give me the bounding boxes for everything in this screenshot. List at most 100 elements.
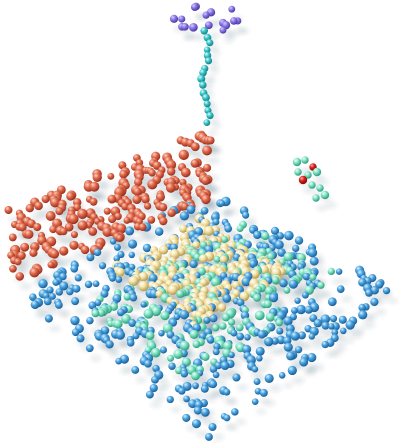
point-cream (138, 280, 149, 292)
point-sky-blue (29, 293, 37, 301)
point-sky-blue (375, 280, 384, 289)
sphere-shadow (63, 292, 76, 300)
point-sky-blue (338, 315, 347, 324)
sphere-shadow (133, 262, 143, 268)
point-aqua (267, 252, 275, 261)
sphere-shadow (196, 393, 207, 399)
point-sky-blue (212, 348, 220, 356)
point-red-orange (103, 207, 111, 215)
point-sky-blue (182, 413, 191, 423)
point-sky-blue (358, 278, 367, 287)
point-aqua (221, 313, 230, 322)
point-purple (204, 21, 213, 30)
point-sky-blue (220, 361, 230, 370)
sphere-shadow (336, 339, 346, 345)
point-sky-blue (113, 255, 120, 262)
sphere-shadow (237, 384, 248, 391)
point-sky-blue (115, 276, 123, 284)
point-sky-blue (203, 316, 211, 324)
point-sky-blue (208, 422, 217, 432)
point-cream (169, 249, 180, 260)
point-aqua (275, 318, 283, 327)
point-sky-blue (321, 340, 329, 349)
point-cream (204, 225, 214, 236)
sphere-shadow (208, 62, 219, 69)
sphere-shadow (223, 210, 233, 216)
point-purple (228, 5, 236, 13)
sphere-shadow (211, 122, 221, 129)
point-aqua (292, 157, 302, 167)
point-sky-blue (308, 333, 316, 340)
point-sky-blue (218, 200, 225, 207)
point-red-orange (9, 264, 17, 273)
point-sky-blue (85, 344, 94, 353)
point-teal (199, 68, 207, 77)
point-sky-blue (231, 408, 239, 416)
sphere-shadow (349, 331, 363, 339)
sphere-shadow (292, 376, 305, 384)
point-teal (197, 74, 206, 83)
point-red-orange (33, 222, 42, 232)
point-red-orange (25, 204, 34, 213)
point-sky-blue (230, 329, 238, 337)
point-teal (203, 100, 211, 108)
point-purple (178, 15, 186, 23)
point-sky-blue (294, 236, 304, 245)
sphere-shadow (163, 340, 172, 346)
point-red-orange (47, 261, 55, 269)
point-aqua (145, 331, 155, 341)
sphere-shadow (172, 373, 184, 380)
point-teal (204, 57, 213, 65)
point-purple (190, 3, 199, 11)
point-sky-blue (193, 406, 202, 415)
point-sky-blue (284, 230, 294, 241)
sphere-shadow (131, 350, 142, 356)
point-sky-blue (149, 383, 158, 393)
point-sky-blue (191, 419, 201, 429)
sphere-shadow (195, 153, 208, 160)
point-sky-blue (166, 330, 175, 339)
sphere-shadow (155, 359, 169, 367)
sphere-shadow (54, 260, 67, 268)
point-sky-blue (251, 365, 259, 373)
point-aqua (201, 352, 210, 361)
point-aqua (294, 168, 302, 176)
point-cream (219, 255, 228, 264)
point-sky-blue (166, 395, 174, 404)
point-red-orange (77, 208, 88, 220)
sphere-shadow (150, 401, 162, 408)
point-sky-blue (313, 318, 323, 328)
point-sky-blue (200, 384, 209, 393)
sphere-shadow (217, 382, 227, 388)
point-teal (202, 93, 210, 102)
point-sky-blue (253, 230, 262, 240)
point-sky-blue (335, 268, 343, 275)
point-sky-blue (241, 276, 251, 287)
point-red-orange (123, 216, 131, 224)
sphere-shadow (213, 433, 224, 441)
point-red-orange (55, 207, 64, 216)
point-sky-blue (259, 388, 268, 397)
sphere-shadow (211, 147, 222, 154)
sphere-shadow (303, 368, 316, 376)
point-aqua (301, 156, 309, 164)
point-sky-blue (236, 298, 245, 307)
point-sky-blue (92, 280, 100, 288)
point-red-orange (206, 136, 215, 145)
point-red-orange (201, 176, 211, 185)
point-sky-blue (154, 227, 164, 236)
point-aqua (175, 366, 183, 375)
point-aqua (254, 310, 265, 321)
point-sky-blue (142, 243, 152, 253)
point-red-orange (59, 246, 69, 256)
point-sky-blue (288, 279, 298, 289)
point-red-orange (34, 201, 43, 211)
point-red-orange (159, 216, 168, 226)
point-aqua (304, 171, 312, 179)
point-aqua (176, 289, 185, 299)
point-red-orange (102, 226, 113, 237)
point-sky-blue (117, 250, 125, 259)
point-aqua (160, 310, 170, 321)
point-teal (199, 81, 207, 89)
point-red-orange (202, 145, 212, 156)
